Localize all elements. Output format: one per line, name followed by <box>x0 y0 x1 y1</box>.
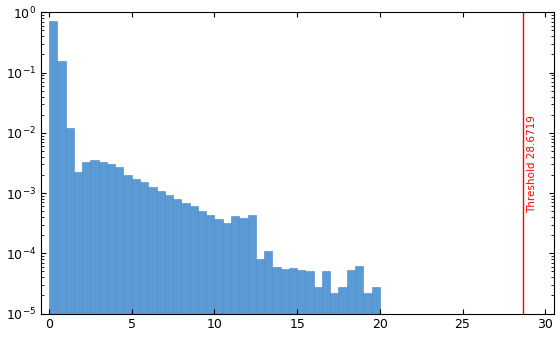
Bar <box>314 287 322 337</box>
Bar <box>347 271 355 337</box>
Bar <box>231 216 239 337</box>
Bar <box>190 207 198 337</box>
Bar <box>107 164 115 337</box>
Bar <box>272 267 281 337</box>
Bar <box>355 266 363 337</box>
Bar <box>281 269 289 337</box>
Bar <box>148 187 157 337</box>
Bar <box>157 191 165 337</box>
Bar <box>206 215 214 337</box>
Bar <box>198 211 206 337</box>
Bar <box>165 195 173 337</box>
Bar <box>181 203 190 337</box>
Bar <box>363 293 372 337</box>
Bar <box>256 258 264 337</box>
Bar <box>223 223 231 337</box>
Bar <box>289 268 297 337</box>
Bar <box>74 173 82 337</box>
Bar <box>264 251 272 337</box>
Bar <box>305 272 314 337</box>
Bar <box>140 182 148 337</box>
Bar <box>330 293 338 337</box>
Bar <box>115 167 123 337</box>
Bar <box>214 219 223 337</box>
Bar <box>90 160 99 337</box>
Bar <box>372 287 380 337</box>
Bar <box>173 199 181 337</box>
Bar <box>49 21 57 337</box>
Bar <box>322 272 330 337</box>
Bar <box>239 218 248 337</box>
Bar <box>132 179 140 337</box>
Bar <box>57 61 66 337</box>
Text: Threshold 28.6719: Threshold 28.6719 <box>526 115 536 213</box>
Bar <box>248 215 256 337</box>
Bar <box>66 128 74 337</box>
Bar <box>123 175 132 337</box>
Bar <box>338 287 347 337</box>
Bar <box>99 162 107 337</box>
Bar <box>82 162 90 337</box>
Bar <box>297 271 305 337</box>
